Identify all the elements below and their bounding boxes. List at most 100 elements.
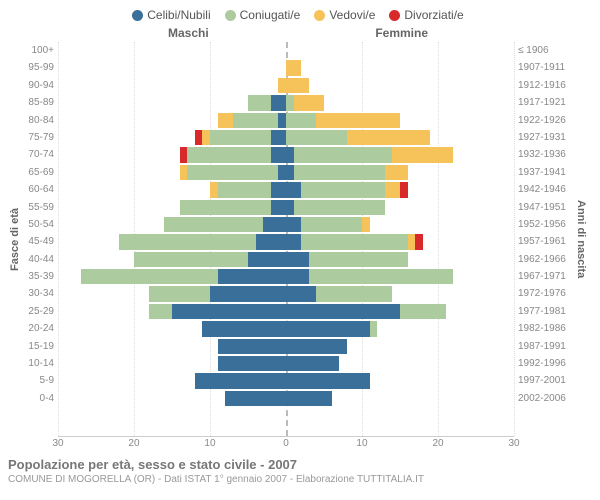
bar-female [286, 217, 600, 232]
bar-female [286, 182, 600, 197]
bar-row [58, 216, 514, 233]
segment-ved [294, 95, 324, 110]
plot-area: 3020100102030 [58, 42, 514, 437]
legend-item: Coniugati/e [225, 8, 301, 22]
segment-cel [271, 182, 286, 197]
gender-right-label: Femmine [375, 26, 428, 40]
bar-row [58, 181, 514, 198]
segment-con [316, 286, 392, 301]
x-axis: 3020100102030 [58, 438, 514, 452]
segment-ved [286, 78, 309, 93]
bar-female [286, 60, 600, 75]
segment-ved [180, 165, 188, 180]
segment-cel [286, 252, 309, 267]
bar-male [0, 339, 286, 354]
segment-con [286, 95, 294, 110]
bar-row [58, 320, 514, 337]
segment-cel [278, 165, 286, 180]
segment-con [149, 304, 172, 319]
legend: Celibi/NubiliConiugati/eVedovi/eDivorzia… [8, 8, 588, 22]
x-tick-label: 30 [52, 438, 63, 449]
segment-ved [278, 78, 286, 93]
legend-item: Divorziati/e [389, 8, 463, 22]
segment-con [119, 234, 256, 249]
segment-con [309, 269, 453, 284]
x-tick-label: 10 [204, 438, 215, 449]
bar-row [58, 303, 514, 320]
segment-cel [248, 252, 286, 267]
bar-male [0, 60, 286, 75]
bar-female [286, 130, 600, 145]
bar-male [0, 43, 286, 58]
segment-cel [218, 356, 286, 371]
segment-ved [362, 217, 370, 232]
segment-cel [286, 286, 316, 301]
segment-ved [316, 113, 400, 128]
bar-male [0, 269, 286, 284]
segment-div [195, 130, 203, 145]
segment-cel [210, 286, 286, 301]
bar-female [286, 43, 600, 58]
segment-cel [286, 304, 400, 319]
bar-row [58, 372, 514, 389]
bar-row [58, 285, 514, 302]
bar-male [0, 321, 286, 336]
bar-row [58, 355, 514, 372]
segment-cel [286, 182, 301, 197]
bar-male [0, 95, 286, 110]
segment-cel [271, 95, 286, 110]
bar-female [286, 234, 600, 249]
segment-cel [271, 147, 286, 162]
segment-con [301, 217, 362, 232]
segment-con [187, 165, 278, 180]
segment-con [180, 200, 271, 215]
segment-cel [286, 356, 339, 371]
segment-ved [392, 147, 453, 162]
segment-ved [210, 182, 218, 197]
segment-con [294, 200, 385, 215]
segment-con [210, 130, 271, 145]
bar-female [286, 391, 600, 406]
bar-row [58, 146, 514, 163]
bar-row [58, 164, 514, 181]
segment-ved [408, 234, 416, 249]
bar-row [58, 199, 514, 216]
bar-male [0, 304, 286, 319]
segment-con [294, 147, 393, 162]
segment-con [187, 147, 271, 162]
bar-male [0, 200, 286, 215]
bar-female [286, 269, 600, 284]
x-tick-label: 20 [128, 438, 139, 449]
segment-cel [218, 339, 286, 354]
bar-male [0, 165, 286, 180]
x-tick-label: 10 [356, 438, 367, 449]
bar-female [286, 200, 600, 215]
x-tick-label: 20 [432, 438, 443, 449]
bar-male [0, 234, 286, 249]
bar-female [286, 339, 600, 354]
segment-con [301, 182, 385, 197]
segment-con [294, 165, 385, 180]
bar-row [58, 268, 514, 285]
segment-ved [286, 60, 301, 75]
bar-female [286, 165, 600, 180]
segment-con [286, 113, 316, 128]
gender-left-label: Maschi [168, 26, 209, 40]
segment-ved [202, 130, 210, 145]
segment-div [400, 182, 408, 197]
bar-female [286, 95, 600, 110]
segment-cel [271, 200, 286, 215]
segment-ved [347, 130, 431, 145]
bar-row [58, 94, 514, 111]
bar-female [286, 304, 600, 319]
bar-female [286, 113, 600, 128]
bar-female [286, 286, 600, 301]
bar-row [58, 390, 514, 407]
segment-cel [286, 321, 370, 336]
legend-item: Vedovi/e [314, 8, 375, 22]
segment-con [370, 321, 378, 336]
chart-subtitle: COMUNE DI MOGORELLA (OR) - Dati ISTAT 1°… [8, 474, 588, 485]
bar-male [0, 130, 286, 145]
bar-row [58, 129, 514, 146]
bar-female [286, 78, 600, 93]
